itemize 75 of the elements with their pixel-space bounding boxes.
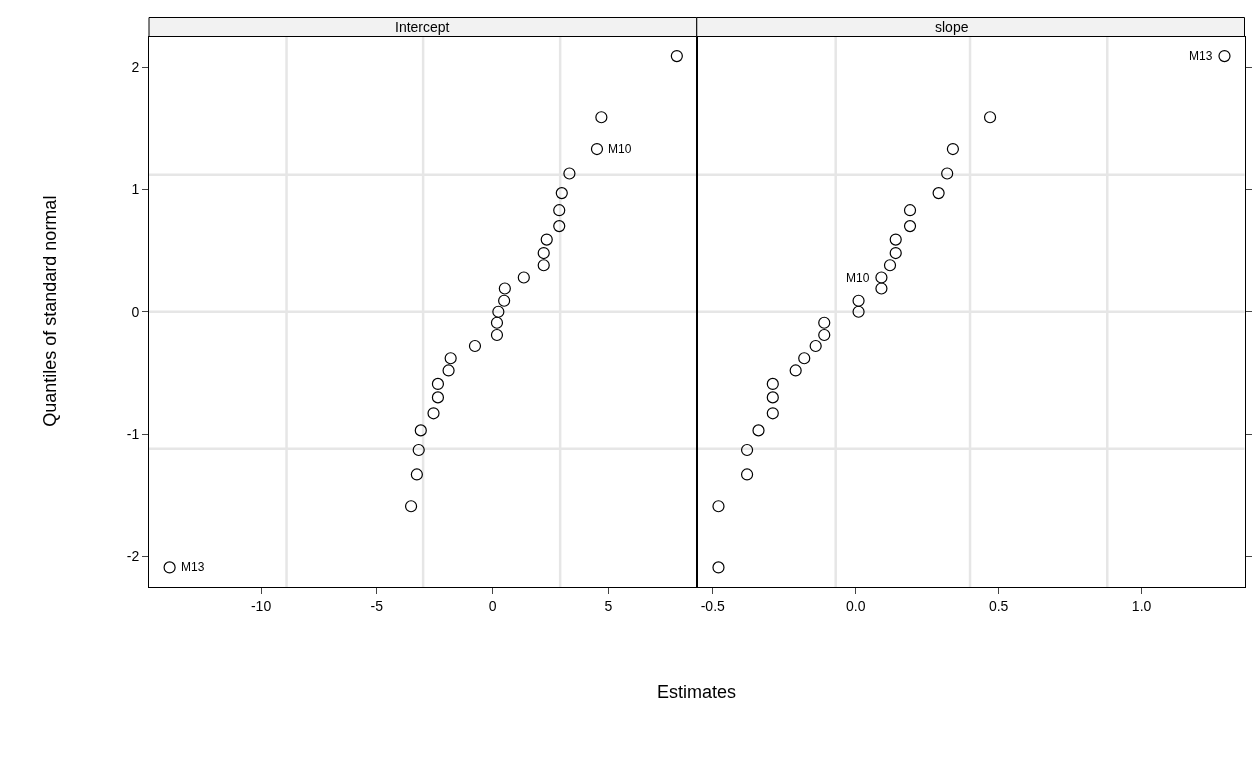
point: [540, 233, 553, 246]
point: [889, 233, 902, 246]
point: [431, 391, 445, 404]
point: [537, 259, 550, 272]
y-tick-label: -1: [126, 425, 140, 442]
x-axis-title: Estimates: [657, 682, 737, 702]
x-tick-label: 0.0: [845, 597, 866, 614]
point: [889, 246, 902, 260]
point: [404, 500, 418, 513]
point: [875, 271, 888, 284]
point: [555, 186, 568, 200]
point: [875, 282, 888, 295]
point: [932, 186, 945, 200]
annotation: M13: [1189, 49, 1213, 63]
point: [444, 352, 457, 365]
y-tick-label: 1: [131, 181, 140, 198]
point: [595, 111, 608, 124]
x-tick-label: -10: [250, 597, 272, 614]
point: [553, 220, 566, 233]
point: [818, 316, 831, 329]
point: [712, 500, 725, 513]
point: [809, 339, 822, 353]
point: [563, 167, 576, 180]
point: [941, 167, 954, 180]
point: [789, 364, 802, 377]
point: [740, 468, 754, 481]
point: [852, 294, 865, 307]
chart-title: slope: [935, 19, 969, 35]
point: [752, 424, 765, 437]
point: [883, 259, 897, 272]
point: [798, 352, 811, 365]
point: [903, 204, 917, 217]
x-tick-label: 1.0: [1131, 597, 1152, 614]
annotation: M10: [608, 142, 632, 156]
point: [852, 305, 865, 318]
point: [431, 377, 445, 391]
point: [517, 271, 530, 284]
point: [766, 391, 779, 404]
point: [414, 424, 427, 437]
x-tick-label: -0.5: [700, 597, 726, 614]
x-tick-label: 0.5: [988, 597, 1009, 614]
point: [670, 49, 683, 63]
y-tick-label: 0: [131, 303, 140, 320]
annotation: M10: [846, 271, 870, 285]
point: [163, 561, 176, 574]
point: [490, 328, 504, 342]
point: [442, 364, 455, 377]
point: [427, 407, 440, 420]
y-axis-title: Quantiles of standard normal: [40, 195, 61, 427]
point: [498, 282, 511, 295]
chart-title: Intercept: [395, 19, 450, 35]
point: [410, 468, 423, 481]
point: [740, 443, 754, 457]
point: [712, 561, 725, 574]
point: [946, 142, 959, 156]
annotation: M13: [181, 560, 205, 574]
point: [412, 443, 425, 457]
point: [468, 339, 482, 353]
point: [490, 316, 504, 329]
point: [492, 305, 505, 318]
point: [983, 111, 997, 124]
x-tick-label: 0: [488, 597, 497, 614]
point: [818, 328, 831, 342]
point: [498, 294, 511, 307]
point: [537, 246, 550, 260]
y-tick-label: 2: [131, 58, 140, 75]
point: [590, 142, 604, 156]
point: [766, 407, 779, 420]
point: [1218, 49, 1231, 63]
x-tick-label: -5: [370, 597, 384, 614]
point: [766, 377, 779, 391]
y-tick-label: -2: [126, 548, 140, 565]
point: [903, 220, 917, 233]
point: [553, 204, 566, 217]
x-tick-label: 5: [604, 597, 613, 614]
